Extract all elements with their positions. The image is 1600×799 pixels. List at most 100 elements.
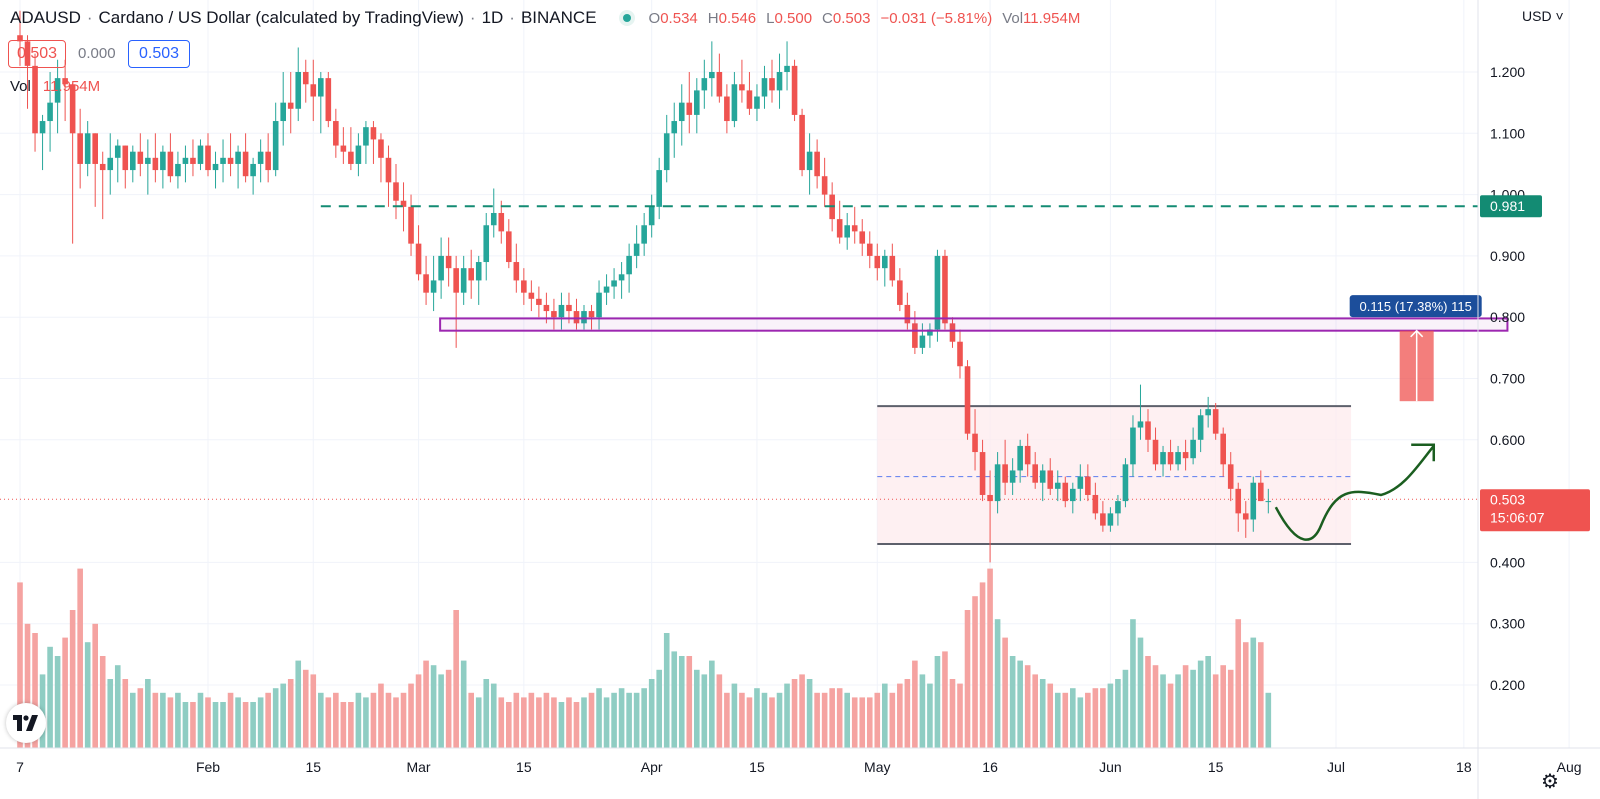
volume-bar <box>242 702 249 748</box>
last-price-label-bg <box>1480 489 1590 532</box>
candle-body <box>167 151 174 177</box>
candle-body <box>1002 464 1008 483</box>
volume-bar <box>889 692 896 748</box>
volume-bar <box>919 674 926 748</box>
resistance-zone <box>439 317 1509 332</box>
candle-body <box>746 90 753 109</box>
x-tick-label: 18 <box>1456 759 1472 775</box>
volume-bar <box>333 692 339 748</box>
candle-body <box>39 121 46 134</box>
volume-bar <box>716 674 723 748</box>
volume-bar <box>490 683 497 748</box>
candle-body <box>1212 409 1219 434</box>
volume-bar <box>528 692 535 748</box>
candle-body <box>1122 464 1129 502</box>
volume-bar <box>167 697 174 748</box>
interval[interactable]: 1D <box>481 8 504 27</box>
volume-bar <box>791 679 798 748</box>
candle-body <box>949 323 956 342</box>
candle-body <box>99 163 106 171</box>
volume-bar <box>536 697 542 748</box>
volume-bar <box>611 692 617 748</box>
candle-body <box>400 200 407 207</box>
currency-selector[interactable]: USD ˅ <box>1522 8 1564 24</box>
volume-bar <box>836 688 843 748</box>
candle-body <box>761 78 768 97</box>
candle-body <box>1017 445 1023 471</box>
candle-body <box>114 145 121 158</box>
last-price-label: 0.503 <box>1490 491 1525 507</box>
ohlc-values: O0.534 H0.546 L0.500 C0.503 −0.031 (−5.8… <box>648 9 1081 27</box>
candle-body <box>836 219 843 238</box>
volume-bar <box>1197 660 1204 748</box>
range-box <box>877 406 1352 545</box>
candle-body <box>866 243 873 256</box>
volume-bar <box>603 697 610 748</box>
candle-body <box>460 268 467 293</box>
volume-bar <box>1054 692 1061 748</box>
candle-body <box>92 133 98 164</box>
candle-body <box>942 255 948 324</box>
candle-body <box>972 433 978 453</box>
x-tick-label: 7 <box>16 759 24 775</box>
volume-bar <box>295 660 302 748</box>
candle-body <box>566 304 572 312</box>
volume-bar <box>468 692 474 748</box>
candle-body <box>919 335 926 348</box>
candle-body <box>475 262 482 281</box>
volume-bar <box>393 697 399 748</box>
volume-bar <box>724 692 730 748</box>
candle-body <box>731 84 738 122</box>
volume-bar <box>814 692 820 748</box>
volume-bar <box>761 692 768 748</box>
candle-body <box>197 145 204 164</box>
volume-bar <box>739 692 745 748</box>
market-status-icon[interactable] <box>618 10 635 26</box>
volume-bar <box>32 633 38 748</box>
candle-body <box>633 243 640 256</box>
volume-bar <box>709 660 715 748</box>
candle-body <box>325 78 332 122</box>
candle-body <box>573 311 580 324</box>
y-tick-label: 1.200 <box>1490 64 1525 80</box>
y-tick-label: 0.900 <box>1490 248 1525 264</box>
volume-bar <box>235 697 241 748</box>
volume-bar <box>844 692 850 748</box>
volume-bar <box>949 679 956 748</box>
volume-bar <box>84 642 91 748</box>
volume-bar <box>1017 660 1023 748</box>
candle-body <box>1092 494 1099 514</box>
volume-bar <box>543 692 550 748</box>
candle-body <box>784 65 790 72</box>
candle-body <box>506 231 512 263</box>
buy-price-button[interactable]: 0.503 <box>128 40 190 68</box>
volume-bar <box>1250 637 1257 748</box>
volume-bar <box>1190 669 1196 748</box>
candle-body <box>678 102 685 122</box>
x-tick-label: Jun <box>1099 759 1122 775</box>
symbol[interactable]: ADAUSD <box>10 8 81 27</box>
settings-gear-icon[interactable]: ⚙ <box>1541 771 1559 793</box>
volume-bar <box>325 697 332 748</box>
volume-bar <box>731 683 738 748</box>
volume-bar <box>776 692 783 748</box>
candle-body <box>1009 470 1016 483</box>
candle-body <box>641 225 647 244</box>
volume-bar <box>47 646 53 748</box>
candle-body <box>912 323 918 348</box>
candle-body <box>348 151 354 164</box>
volume-bar <box>483 679 490 748</box>
volume-bar <box>1009 656 1016 748</box>
volume-bar <box>1175 674 1181 748</box>
volume-bar <box>423 660 429 748</box>
tradingview-logo-icon[interactable] <box>6 703 46 743</box>
volume-bar <box>1122 669 1129 748</box>
volume-bar <box>934 656 941 748</box>
candle-body <box>190 157 196 164</box>
x-tick-label: Aug <box>1557 759 1582 775</box>
candle-body <box>182 157 189 164</box>
volume-bar <box>1100 688 1106 748</box>
sell-price-button[interactable]: 0.503 <box>8 40 66 68</box>
volume-bar <box>551 697 557 748</box>
